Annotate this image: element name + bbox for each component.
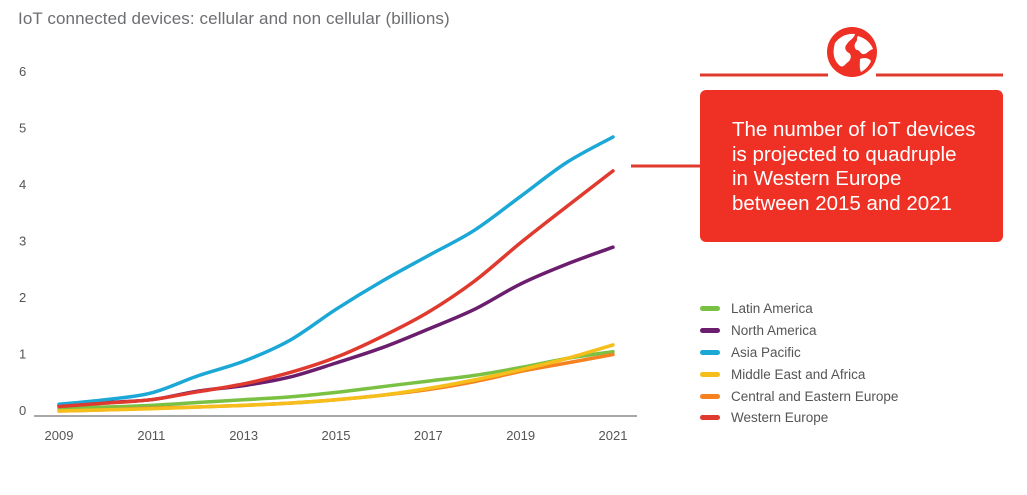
y-tick-label: 6: [19, 64, 26, 79]
x-tick-label: 2017: [414, 428, 443, 443]
legend-label: Western Europe: [731, 410, 829, 426]
x-tick-label: 2019: [506, 428, 535, 443]
legend-item-central-eastern-europe: Central and Eastern Europe: [700, 385, 898, 407]
x-tick-label: 2013: [229, 428, 258, 443]
legend-swatch: [700, 349, 720, 355]
x-tick-label: 2021: [599, 428, 628, 443]
legend-label: Middle East and Africa: [731, 366, 866, 382]
x-axis-labels: 2009 2011 2013 2015 2017 2019 2021: [45, 428, 628, 443]
legend-label: North America: [731, 323, 817, 339]
callout-connector: [631, 73, 1003, 168]
y-tick-label: 0: [19, 403, 26, 418]
legend-item-middle-east-africa: Middle East and Africa: [700, 363, 898, 385]
legend-item-latin-america: Latin America: [700, 298, 898, 320]
legend-item-north-america: North America: [700, 320, 898, 342]
callout-box: The number of IoT devices is projected t…: [700, 90, 1003, 242]
y-tick-label: 3: [19, 234, 26, 249]
legend-swatch: [700, 393, 720, 399]
legend-swatch: [700, 371, 720, 377]
globe-icon: [827, 27, 877, 77]
legend-swatch: [700, 415, 720, 421]
legend-item-asia-pacific: Asia Pacific: [700, 342, 898, 364]
legend-swatch: [700, 306, 720, 312]
series-line-middle-east-and-africa: [57, 343, 615, 413]
callout-line-3: in Western Europe: [732, 167, 902, 190]
legend-label: Asia Pacific: [731, 344, 801, 360]
series-line-asia-pacific: [57, 135, 615, 406]
series-lines: [57, 135, 615, 413]
y-tick-label: 4: [19, 177, 26, 192]
y-tick-label: 5: [19, 121, 26, 136]
x-tick-label: 2009: [45, 428, 74, 443]
legend-item-western-europe: Western Europe: [700, 407, 898, 429]
y-axis-labels: 0 1 2 3 4 5 6: [19, 64, 26, 418]
y-tick-label: 2: [19, 290, 26, 305]
legend: Latin America North America Asia Pacific…: [700, 298, 898, 429]
callout-line-1: The number of IoT devices: [732, 118, 976, 141]
chart-title: IoT connected devices: cellular and non …: [18, 9, 450, 28]
x-tick-label: 2011: [137, 428, 165, 443]
legend-label: Central and Eastern Europe: [731, 388, 899, 404]
callout-line-4: between 2015 and 2021: [732, 191, 953, 215]
callout-line-2: is projected to quadruple: [732, 142, 957, 166]
series-line-latin-america: [57, 349, 615, 410]
series-line-north-america: [57, 245, 615, 408]
x-tick-label: 2015: [322, 428, 351, 443]
legend-swatch: [700, 328, 720, 334]
legend-label: Latin America: [731, 301, 813, 317]
series-line-western-europe: [57, 169, 615, 409]
y-tick-label: 1: [19, 347, 26, 362]
